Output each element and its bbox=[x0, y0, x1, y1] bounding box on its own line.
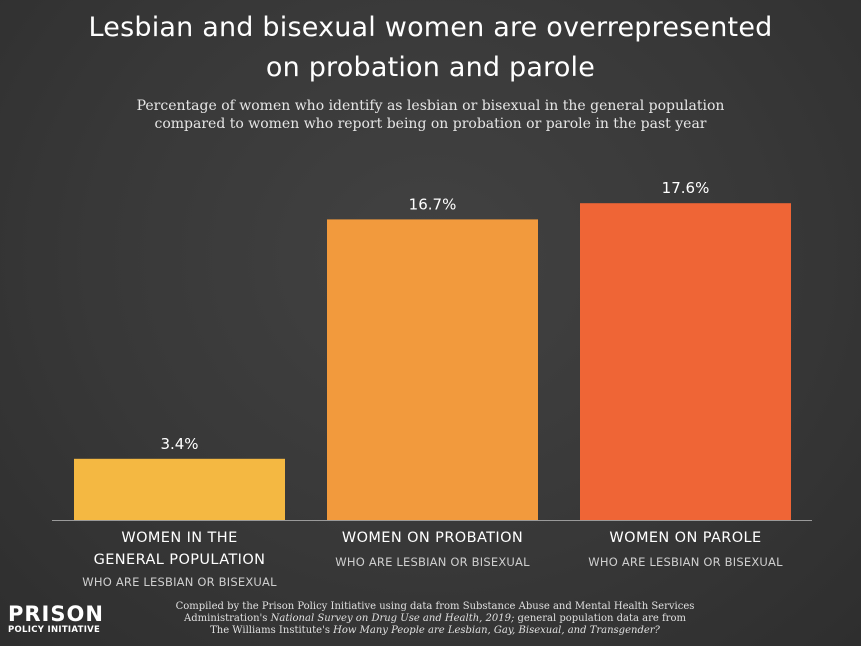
source-line-2: Administration's National Survey on Drug… bbox=[140, 613, 730, 625]
category-label-2: WOMEN ON PROBATION bbox=[303, 527, 563, 549]
title-line-2: on probation and parole bbox=[265, 52, 596, 83]
bar-value-label-3: 17.6% bbox=[662, 179, 710, 197]
logo-wordmark-bottom: POLICY INITIATIVE bbox=[8, 625, 101, 635]
title-line-1: Lesbian and bisexual women are overrepre… bbox=[88, 12, 773, 43]
logo-wordmark-top: PRISON bbox=[8, 602, 104, 626]
bar-1[interactable] bbox=[74, 458, 285, 520]
subtitle-line-2: compared to women who report being on pr… bbox=[154, 116, 707, 132]
category-label-line-2: GENERAL POPULATION bbox=[93, 552, 266, 568]
bar-value-label-2: 16.7% bbox=[409, 195, 457, 213]
category-label-line-1: WOMEN IN THE bbox=[121, 530, 238, 546]
source-line-2-text-b: general population data are from bbox=[514, 613, 686, 624]
source-note: Compiled by the Prison Policy Initiative… bbox=[140, 601, 730, 637]
source-line-3-italic: How Many People are Lesbian, Gay, Bisexu… bbox=[333, 625, 660, 636]
chart-subtitle: Percentage of women who identify as lesb… bbox=[0, 97, 861, 133]
category-label-line-1: WOMEN ON PAROLE bbox=[609, 530, 762, 546]
bar-3[interactable] bbox=[580, 203, 791, 520]
category-sublabel-1: WHO ARE LESBIAN OR BISEXUAL bbox=[82, 575, 277, 589]
category-sublabel-3: WHO ARE LESBIAN OR BISEXUAL bbox=[588, 555, 783, 569]
subtitle-line-1: Percentage of women who identify as lesb… bbox=[136, 98, 725, 114]
source-line-1: Compiled by the Prison Policy Initiative… bbox=[175, 601, 695, 612]
prison-policy-initiative-logo[interactable]: PRISON POLICY INITIATIVE bbox=[8, 603, 118, 636]
category-label-line-1: WOMEN ON PROBATION bbox=[341, 530, 524, 546]
source-line-2-text-a: Administration's bbox=[184, 613, 271, 624]
chart-title: Lesbian and bisexual women are overrepre… bbox=[0, 8, 861, 88]
bar-2[interactable] bbox=[327, 219, 538, 520]
category-sublabel-2: WHO ARE LESBIAN OR BISEXUAL bbox=[335, 555, 530, 569]
category-label-1: WOMEN IN THE GENERAL POPULATION bbox=[50, 527, 310, 571]
source-line-3-text-a: The Williams Institute's bbox=[210, 625, 334, 636]
category-label-3: WOMEN ON PAROLE bbox=[556, 527, 816, 549]
source-line-3: The Williams Institute's How Many People… bbox=[140, 625, 730, 637]
source-line-2-italic: National Survey on Drug Use and Health, … bbox=[270, 613, 515, 624]
bar-value-label-1: 3.4% bbox=[160, 435, 198, 453]
